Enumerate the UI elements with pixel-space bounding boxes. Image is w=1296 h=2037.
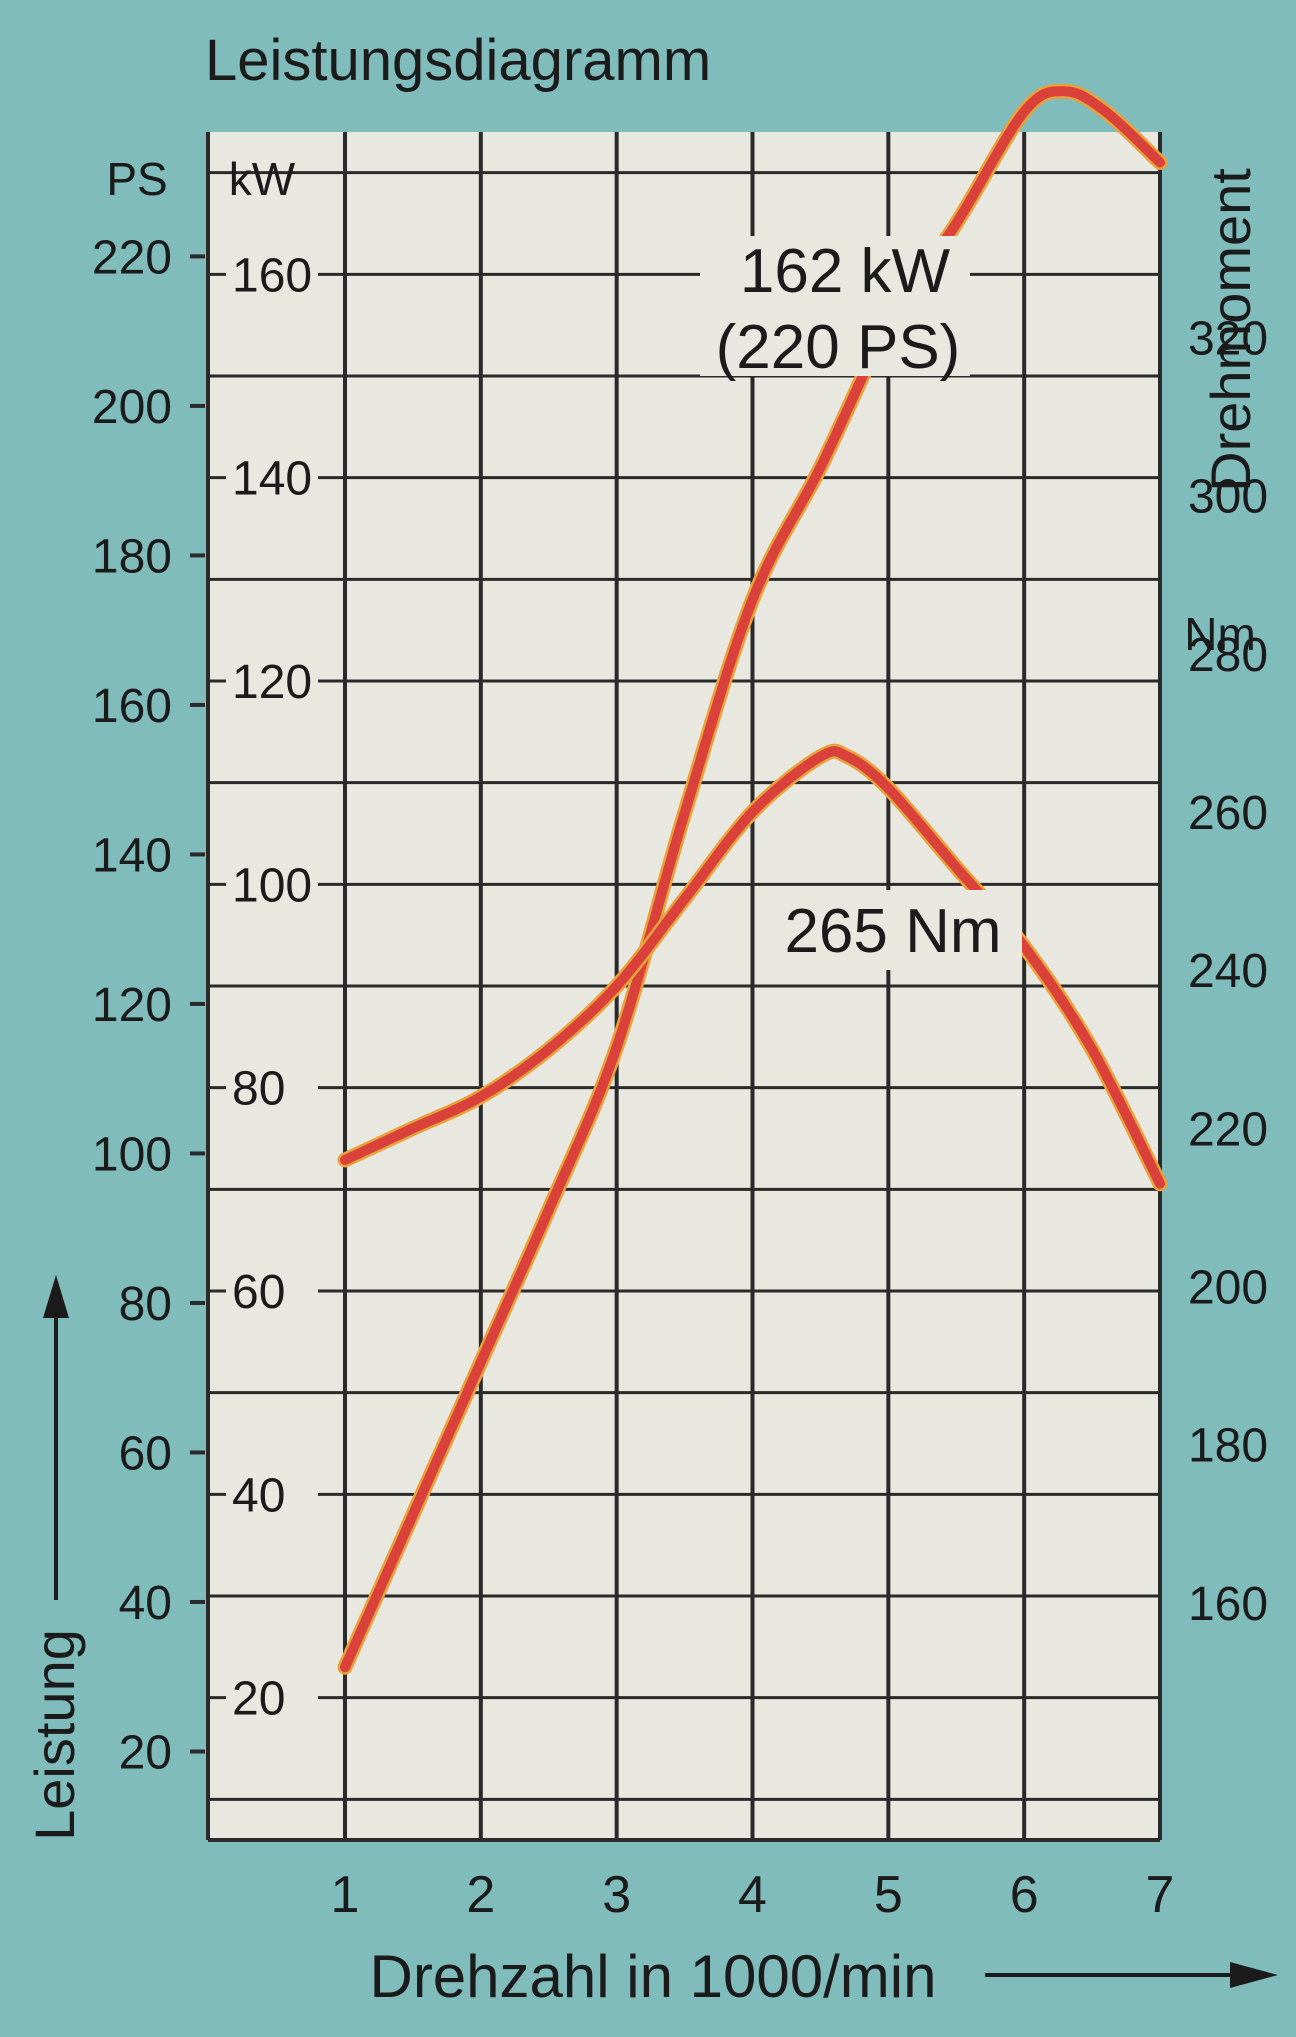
ps-tick-label: 140 [92,829,172,882]
ps-tick-label: 40 [119,1577,172,1630]
nm-tick-label: 200 [1188,1261,1268,1314]
kw-tick-label: 120 [232,656,312,709]
kw-peak-annotation: 162 kW [740,237,951,306]
power-curve [340,86,1165,1673]
chart-title: Leistungsdiagramm [205,28,711,93]
curves [337,83,1168,1675]
x-tick-label: 7 [1146,1866,1175,1924]
ps-tick-label: 100 [92,1128,172,1181]
nm-tick-label: 320 [1188,313,1268,366]
nm-tick-label: 280 [1188,629,1268,682]
kw-tick-backing [226,653,318,709]
leistung-arrow-head [43,1275,69,1318]
kw-tick-label: 40 [232,1469,285,1522]
kw-unit-label: kW [229,153,296,205]
kw-tick-label: 80 [232,1063,285,1116]
kw-tick-label: 100 [232,859,312,912]
nm-peak-annotation: 265 Nm [784,897,1001,966]
ps-peak-annotation: (220 PS) [716,313,961,382]
ps-tick-label: 120 [92,979,172,1032]
ps-tick-label: 220 [92,231,172,284]
drehmoment-axis-label: Drehmoment [1199,168,1262,492]
nm-tick-label: 240 [1188,945,1268,998]
kw-tick-label: 20 [232,1673,285,1726]
ps-unit-label: PS [106,153,167,205]
kw-tick-backing [226,449,318,506]
nm-tick-label: 260 [1188,787,1268,840]
kw-annotation-bg [700,236,970,376]
kw-tick-backing [226,1059,318,1116]
x-tick-label: 6 [1010,1866,1039,1924]
leistung-axis-label: Leistung [23,1629,86,1841]
torque-curve [340,746,1165,1189]
x-tick-label: 4 [738,1866,767,1924]
kw-tick-label: 160 [232,249,312,302]
axes: 1 2 3 4 5 6 7 20 40 60 80 100 120 140 160 180 200 220 20 40… [92,231,1268,1924]
kw-tick-backing [226,1466,318,1523]
ps-tick-label: 160 [92,680,172,733]
nm-tick-label: 180 [1188,1420,1268,1473]
kw-tick-backing [226,246,318,303]
nm-unit-label: Nm [1184,608,1256,660]
nm-tick-label: 160 [1188,1578,1268,1631]
x-axis-arrow-head [1230,1962,1278,1988]
ps-tick-label: 200 [92,381,172,434]
kw-tick-backing [226,1669,318,1726]
kw-tick-label: 60 [232,1266,285,1319]
nm-tick-label: 300 [1188,471,1268,524]
x-tick-label: 2 [466,1866,495,1924]
kw-tick-backing [226,1263,318,1319]
ps-tick-label: 180 [92,530,172,583]
grid [206,132,1162,1842]
x-tick-label: 1 [331,1866,360,1924]
nm-annotation-bg [760,890,1022,970]
ps-tick-label: 60 [119,1427,172,1480]
x-tick-label: 5 [874,1866,903,1924]
nm-tick-label: 220 [1188,1103,1268,1156]
x-axis-label: Drehzahl in 1000/min [370,1943,937,2010]
ps-tick-label: 20 [119,1726,172,1779]
kw-tick-label: 140 [232,453,312,506]
ps-tick-label: 80 [119,1278,172,1331]
kw-tick-backing [226,856,318,913]
x-tick-label: 3 [602,1866,631,1924]
